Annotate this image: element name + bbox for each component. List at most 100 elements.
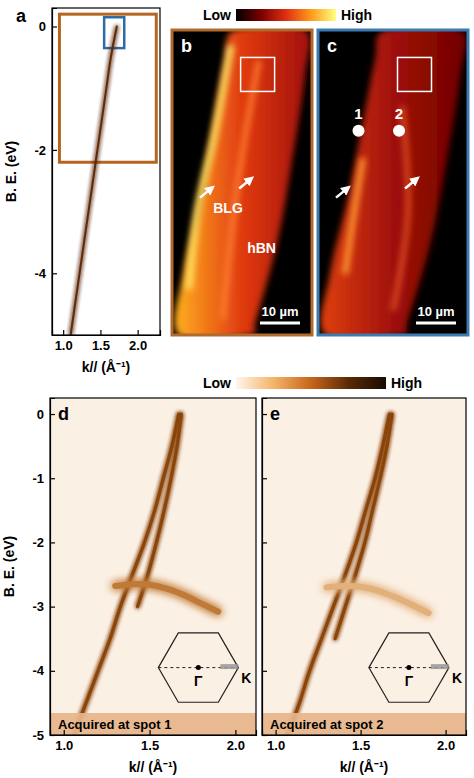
y-axis: 0-2-4 bbox=[34, 9, 57, 336]
flake bbox=[174, 30, 310, 335]
arrow bbox=[336, 189, 347, 198]
spot bbox=[393, 125, 405, 137]
inset-label: Γ bbox=[405, 673, 414, 689]
tick: 2.0 bbox=[129, 330, 147, 353]
axis-line bbox=[53, 9, 58, 336]
arrow bbox=[239, 179, 250, 188]
tick-mark bbox=[235, 730, 236, 735]
caption: Acquired at spot 1 bbox=[58, 717, 171, 732]
tick-label: -5 bbox=[32, 728, 44, 743]
tick-label: 2.0 bbox=[227, 738, 245, 753]
tick-mark bbox=[262, 478, 267, 479]
tick-mark bbox=[361, 730, 362, 735]
tick-mark bbox=[276, 730, 277, 735]
tick: 1.5 bbox=[92, 330, 110, 353]
panel-letter: a bbox=[16, 6, 27, 26]
scale-bar bbox=[260, 322, 300, 325]
panel-letter: b bbox=[181, 36, 192, 56]
tick-mark bbox=[63, 330, 64, 335]
tick bbox=[262, 671, 267, 672]
tick-label: 2.0 bbox=[437, 738, 455, 753]
tick-mark bbox=[52, 273, 57, 274]
tick: 1.5 bbox=[352, 730, 370, 753]
measured-cut bbox=[220, 664, 238, 669]
tick: -2 bbox=[32, 535, 55, 550]
scale-bar bbox=[416, 322, 456, 325]
measured-cut bbox=[431, 664, 449, 669]
tick: -4 bbox=[32, 663, 55, 678]
arrow bbox=[405, 179, 416, 188]
tick-mark bbox=[262, 607, 267, 608]
scale-bar-label: 10 µm bbox=[417, 304, 454, 319]
tick-label: 1.5 bbox=[352, 738, 370, 753]
caption-strip bbox=[262, 713, 466, 735]
band bbox=[74, 414, 179, 735]
image-panel: BLGhBN10 µmb bbox=[172, 25, 312, 340]
tick-label: 1.5 bbox=[92, 338, 110, 353]
tick-mark bbox=[262, 671, 267, 672]
band bbox=[71, 27, 117, 335]
chart-panel: Acquired at spot 1ΓK1.01.52.00-1-2-3-4-5… bbox=[1, 398, 257, 775]
chart-panel: 1.01.52.00-2-4k// (Å⁻¹)B. E. (eV)a bbox=[3, 6, 161, 375]
tick-label: 2.0 bbox=[129, 338, 147, 353]
color-bar-low: Low bbox=[203, 7, 231, 23]
color-bar-high: High bbox=[391, 375, 422, 391]
region-label: hBN bbox=[247, 240, 276, 256]
axis-line bbox=[263, 399, 268, 736]
tick-mark bbox=[149, 730, 150, 735]
y-axis-title: B. E. (eV) bbox=[1, 536, 17, 597]
chart-panel: Acquired at spot 2ΓK1.01.52.0k// (Å⁻¹)e bbox=[262, 398, 467, 775]
plot-background bbox=[50, 398, 256, 735]
tick: 1.0 bbox=[267, 730, 285, 753]
gamma-point bbox=[406, 665, 411, 670]
x-axis: 1.0 1.5 2.0 bbox=[263, 730, 467, 753]
tick-label: -2 bbox=[32, 535, 44, 550]
tick-label: 0 bbox=[39, 19, 46, 34]
tick: -1 bbox=[32, 471, 55, 486]
inset-label: Γ bbox=[194, 673, 203, 689]
tick-label: -3 bbox=[32, 599, 44, 614]
color-bar-low: Low bbox=[203, 375, 231, 391]
tick-mark bbox=[138, 330, 139, 335]
tick bbox=[262, 414, 267, 415]
band bbox=[288, 414, 390, 735]
tick-mark bbox=[50, 542, 55, 543]
caption-strip bbox=[50, 713, 256, 735]
caption: Acquired at spot 2 bbox=[270, 717, 383, 732]
plot-frame bbox=[52, 8, 160, 335]
spot-label: 2 bbox=[395, 105, 403, 122]
plot-area bbox=[74, 414, 218, 735]
flake-streak bbox=[393, 106, 408, 310]
band bbox=[335, 414, 392, 639]
plot-background bbox=[262, 398, 466, 735]
tick-label: -1 bbox=[32, 471, 44, 486]
selection-box bbox=[241, 57, 275, 91]
x-axis: 1.01.52.0 bbox=[53, 330, 161, 353]
tick-mark bbox=[50, 414, 55, 415]
y-axis: 0-1-2-3-4-5 bbox=[32, 399, 55, 743]
tick-label: -4 bbox=[32, 663, 44, 678]
band bbox=[138, 414, 182, 607]
tick: 1.5 bbox=[141, 730, 159, 753]
image-panel: 1210 µmc bbox=[318, 25, 468, 340]
tick-mark bbox=[52, 150, 57, 151]
tick: 2.0 bbox=[437, 730, 455, 753]
spot-label: 1 bbox=[354, 105, 362, 122]
panel-letter: d bbox=[58, 404, 69, 424]
x-axis-title: k// (Å⁻¹) bbox=[82, 359, 131, 375]
tick: 1.0 bbox=[55, 730, 73, 753]
region-label: BLG bbox=[213, 200, 243, 216]
figure: LowHighLowHighBLGhBN10 µmb1210 µmc1.01.5… bbox=[0, 0, 474, 778]
tick bbox=[262, 542, 267, 543]
x-axis: 1.0 1.5 2.0 bbox=[51, 730, 257, 753]
plot-area bbox=[288, 414, 429, 735]
image-frame bbox=[172, 30, 312, 335]
flake-streak bbox=[189, 45, 231, 289]
brillouin-zone bbox=[158, 633, 238, 702]
tick-mark bbox=[100, 330, 101, 335]
tick: 2.0 bbox=[227, 730, 245, 753]
panel-letter: e bbox=[270, 404, 280, 424]
tick: -3 bbox=[32, 599, 55, 614]
y-axis-title: B. E. (eV) bbox=[3, 141, 19, 202]
color-bar-high: High bbox=[341, 7, 372, 23]
